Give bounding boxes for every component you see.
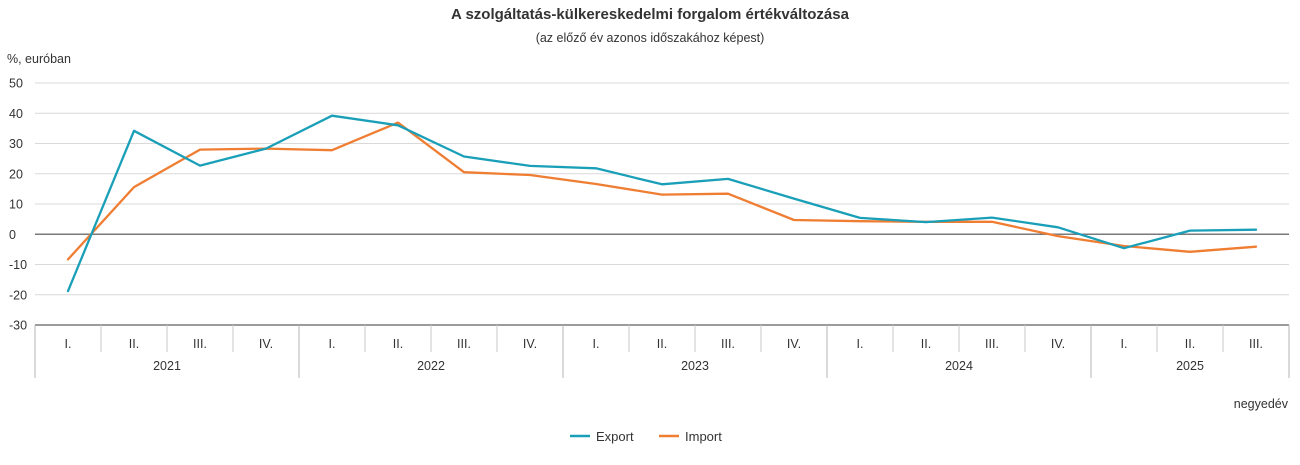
x-tick-label-year: 2023 (681, 359, 709, 373)
x-tick-label-quarter: I. (65, 337, 72, 351)
x-tick-label-quarter: II. (1185, 337, 1195, 351)
y-tick-label: 0 (9, 228, 16, 242)
legend: Export Import (570, 429, 722, 444)
series-line-export (66, 114, 1258, 293)
x-tick-label-quarter: II. (921, 337, 931, 351)
chart-title: A szolgáltatás-külkereskedelmi forgalom … (451, 6, 850, 23)
x-tick-label-quarter: IV. (1051, 337, 1065, 351)
x-tick-label-year: 2021 (153, 359, 181, 373)
y-tick-label: 30 (9, 137, 23, 151)
x-tick-label-quarter: II. (129, 337, 139, 351)
y-tick-label: 50 (9, 77, 23, 91)
grid (35, 82, 1289, 326)
y-tick-label: -20 (9, 288, 27, 302)
x-tick-label-quarter: I. (857, 337, 864, 351)
x-tick-label-year: 2025 (1176, 359, 1204, 373)
legend-import-label: Import (685, 429, 722, 444)
y-tick-label: 10 (9, 198, 23, 212)
x-tick-label-quarter: III. (193, 337, 207, 351)
x-tick-label-year: 2024 (945, 359, 973, 373)
x-tick-label-quarter: III. (457, 337, 471, 351)
x-tick-label-year: 2022 (417, 359, 445, 373)
chart-subtitle: (az előző év azonos időszakához képest) (536, 31, 765, 45)
y-tick-label: 20 (9, 167, 23, 181)
x-tick-label-quarter: I. (329, 337, 336, 351)
x-tick-label-quarter: IV. (787, 337, 801, 351)
y-axis: 50 40 30 20 10 0 -10 -20 -30 (9, 77, 27, 333)
x-tick-label-quarter: III. (1249, 337, 1263, 351)
series-lines (66, 114, 1258, 293)
x-tick-label-quarter: IV. (259, 337, 273, 351)
x-axis-label: negyedév (1234, 397, 1289, 411)
legend-item-import[interactable]: Import (659, 429, 722, 444)
y-tick-label: 40 (9, 107, 23, 121)
y-tick-label: -10 (9, 258, 27, 272)
x-tick-label-quarter: II. (657, 337, 667, 351)
x-axis: I. II. III. IV. I. II. III. IV. I. II. III. IV. I. II… (34, 324, 1290, 378)
y-axis-unit-label: %, euróban (7, 52, 71, 66)
legend-item-export[interactable]: Export (570, 429, 634, 444)
x-tick-label-quarter: III. (721, 337, 735, 351)
legend-export-label: Export (596, 429, 634, 444)
y-tick-label: -30 (9, 319, 27, 333)
x-tick-label-quarter: III. (985, 337, 999, 351)
x-tick-label-quarter: I. (1121, 337, 1128, 351)
x-tick-label-quarter: IV. (523, 337, 537, 351)
x-tick-label-quarter: I. (593, 337, 600, 351)
x-tick-label-quarter: II. (393, 337, 403, 351)
